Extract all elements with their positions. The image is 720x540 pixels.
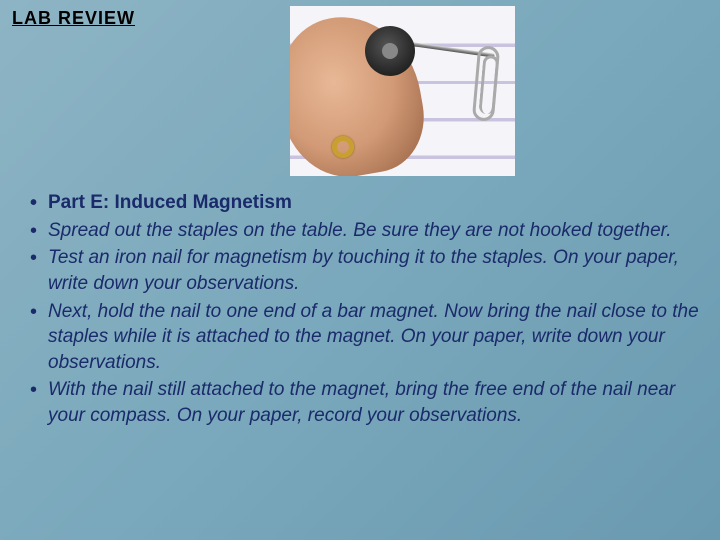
paperclip-shape xyxy=(472,45,500,122)
slide-title: LAB REVIEW xyxy=(12,8,135,29)
list-item: Spread out the staples on the table. Be … xyxy=(28,218,700,244)
hand-shape xyxy=(290,6,433,176)
list-item: With the nail still attached to the magn… xyxy=(28,377,700,428)
list-item: Test an iron nail for magnetism by touch… xyxy=(28,245,700,296)
list-item: Next, hold the nail to one end of a bar … xyxy=(28,299,700,376)
body-content: Part E: Induced Magnetism Spread out the… xyxy=(28,190,700,431)
magnet-shape xyxy=(365,26,415,76)
section-heading: Part E: Induced Magnetism xyxy=(28,190,700,216)
demo-photo xyxy=(290,6,515,176)
bullet-list: Part E: Induced Magnetism Spread out the… xyxy=(28,190,700,429)
ring-shape xyxy=(332,136,354,158)
